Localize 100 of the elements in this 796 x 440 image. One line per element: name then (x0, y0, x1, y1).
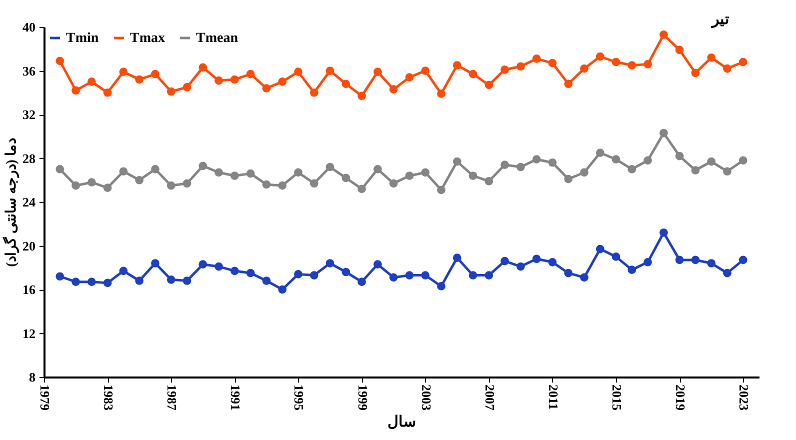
point (580, 168, 588, 177)
chart-title: تیر (711, 12, 729, 28)
point (421, 168, 430, 177)
point (707, 157, 716, 166)
point (532, 254, 541, 264)
point (628, 266, 636, 274)
point (723, 64, 732, 73)
point (452, 61, 462, 70)
point (358, 184, 366, 194)
point (691, 68, 700, 78)
point (628, 165, 636, 174)
point (230, 172, 239, 180)
point (405, 73, 414, 82)
point (405, 271, 414, 280)
point (644, 156, 652, 165)
x-tick-label: 1979 (38, 384, 52, 411)
point (612, 155, 620, 164)
x-axis-title: سال (388, 414, 416, 430)
point (675, 46, 684, 54)
y-axis-title: دما (درجه سانتی گراد) (2, 138, 20, 267)
point (262, 180, 271, 189)
point (691, 166, 700, 174)
point (516, 162, 525, 172)
point (580, 64, 588, 73)
y-tick-label: 8 (29, 370, 36, 384)
point (468, 271, 478, 280)
point (87, 278, 96, 286)
point (421, 271, 430, 280)
point (262, 84, 271, 92)
x-tick-label: 2023 (736, 384, 752, 411)
point (342, 80, 350, 88)
point (564, 268, 573, 278)
point (358, 278, 366, 286)
y-tick-label: 40 (22, 20, 36, 34)
point (119, 68, 128, 76)
point (56, 165, 64, 174)
point (166, 87, 176, 96)
point (262, 276, 271, 285)
point (294, 68, 302, 76)
point (151, 165, 160, 174)
legend-label: Tmax (130, 31, 165, 46)
point (151, 259, 160, 268)
point (72, 181, 80, 190)
point (87, 178, 96, 186)
point (548, 58, 557, 68)
point (326, 259, 334, 268)
point (389, 85, 398, 94)
y-tick-label: 28 (22, 150, 36, 166)
point (135, 176, 144, 184)
x-tick-label: 1983 (101, 384, 116, 411)
x-tick-label: 1991 (228, 384, 244, 410)
point (182, 276, 192, 285)
point (389, 273, 398, 282)
point (278, 285, 287, 294)
point (326, 66, 334, 75)
point (373, 260, 382, 269)
point (548, 258, 557, 266)
legend-label: Tmean (196, 31, 238, 46)
point (628, 61, 636, 70)
point (659, 228, 668, 237)
point (484, 177, 494, 186)
point (389, 179, 398, 188)
point (246, 268, 255, 278)
point (119, 266, 128, 276)
x-tick-label: 2003 (418, 384, 434, 411)
point (310, 88, 318, 97)
legend-label: Tmin (66, 31, 99, 46)
point (214, 168, 223, 177)
point (659, 128, 668, 138)
point (135, 75, 144, 84)
point (484, 80, 494, 90)
point (230, 266, 239, 276)
point (103, 278, 112, 288)
point (500, 160, 509, 169)
y-tick-label: 16 (22, 282, 36, 297)
point (182, 179, 192, 188)
point (532, 155, 541, 164)
point (246, 70, 255, 78)
point (198, 162, 208, 170)
point (182, 82, 192, 92)
point (738, 256, 748, 264)
point (548, 158, 557, 167)
point (103, 88, 112, 97)
point (723, 167, 732, 176)
point (612, 58, 620, 66)
x-tick-label: 2007 (482, 384, 498, 411)
point (532, 54, 541, 63)
point (437, 186, 446, 194)
point (294, 168, 302, 177)
point (72, 278, 80, 286)
y-tick-label: 32 (22, 107, 36, 122)
point (723, 268, 732, 278)
point (278, 181, 287, 190)
point (580, 273, 588, 282)
point (452, 157, 462, 166)
point (198, 260, 208, 269)
point (437, 90, 446, 98)
point (326, 162, 334, 172)
point (452, 254, 462, 262)
x-tick-label: 2019 (673, 384, 688, 411)
